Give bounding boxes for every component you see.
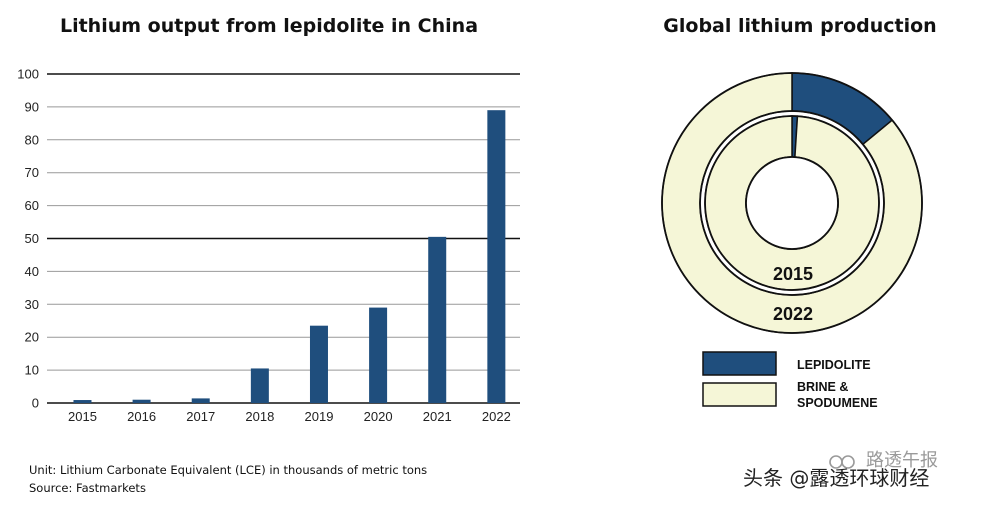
y-tick-label-30: 30 bbox=[25, 297, 39, 312]
y-tick-label-70: 70 bbox=[25, 165, 39, 180]
bar-2016 bbox=[132, 399, 151, 403]
unit-note: Unit: Lithium Carbonate Equivalent (LCE)… bbox=[29, 463, 427, 477]
x-tick-label-2017: 2017 bbox=[186, 409, 215, 424]
y-tick-label-0: 0 bbox=[32, 396, 39, 411]
y-tick-label-80: 80 bbox=[25, 132, 39, 147]
y-tick-label-10: 10 bbox=[25, 363, 39, 378]
inner-ring-year-label: 2015 bbox=[773, 264, 813, 284]
bar-2018 bbox=[250, 368, 269, 403]
x-tick-label-2016: 2016 bbox=[127, 409, 156, 424]
bar-2015 bbox=[73, 400, 92, 403]
y-tick-label-60: 60 bbox=[25, 198, 39, 213]
legend-swatch-brine-spodumene bbox=[702, 382, 777, 407]
y-tick-label-20: 20 bbox=[25, 330, 39, 345]
legend-label-brine-line2: SPODUMENE bbox=[797, 396, 878, 410]
outer-ring-inner-edge bbox=[699, 110, 885, 296]
y-tick-label-90: 90 bbox=[25, 99, 39, 114]
y-tick-label-40: 40 bbox=[25, 264, 39, 279]
x-tick-label-2015: 2015 bbox=[68, 409, 97, 424]
donut-hole bbox=[745, 156, 839, 250]
legend-swatch-lepidolite bbox=[702, 351, 777, 376]
bar-2022 bbox=[487, 110, 506, 403]
bar-2019 bbox=[309, 325, 328, 403]
y-tick-label-50: 50 bbox=[25, 231, 39, 246]
inner-ring-outer-edge bbox=[704, 115, 880, 291]
outer-ring-year-label: 2022 bbox=[773, 304, 813, 324]
legend: LEPIDOLITE BRINE & SPODUMENE bbox=[702, 351, 878, 410]
bar-2020 bbox=[369, 307, 388, 403]
x-axis-ticks: 2015 2016 2017 2018 2019 2020 2021 2022 bbox=[68, 409, 511, 424]
bar-2021 bbox=[428, 236, 447, 403]
gridlines bbox=[47, 73, 520, 404]
legend-label-brine-line1: BRINE & bbox=[797, 380, 848, 394]
bars bbox=[73, 110, 506, 403]
x-tick-label-2018: 2018 bbox=[245, 409, 274, 424]
x-tick-label-2020: 2020 bbox=[364, 409, 393, 424]
bar-chart-title: Lithium output from lepidolite in China bbox=[60, 15, 478, 37]
donut-chart: Global lithium production 2022 2015 LEPI… bbox=[661, 15, 937, 410]
x-tick-label-2022: 2022 bbox=[482, 409, 511, 424]
watermark-back-text: 路透午报 bbox=[866, 450, 938, 471]
x-tick-label-2019: 2019 bbox=[305, 409, 334, 424]
legend-label-lepidolite: LEPIDOLITE bbox=[797, 358, 871, 372]
watermark-front-text: 头条 @露透环球财经 bbox=[743, 466, 929, 490]
watermark-logo-icon bbox=[829, 455, 855, 469]
outer-ring-outer-edge bbox=[661, 72, 923, 334]
y-axis-ticks: 0 10 20 30 40 50 60 70 80 90 100 bbox=[17, 67, 39, 411]
donut-chart-title: Global lithium production bbox=[663, 15, 936, 37]
bar-2017 bbox=[191, 398, 210, 403]
y-tick-label-100: 100 bbox=[17, 67, 39, 82]
bar-chart: Lithium output from lepidolite in China … bbox=[17, 15, 520, 424]
donut-rings bbox=[661, 72, 923, 334]
source-note: Source: Fastmarkets bbox=[29, 481, 146, 495]
x-tick-label-2021: 2021 bbox=[423, 409, 452, 424]
